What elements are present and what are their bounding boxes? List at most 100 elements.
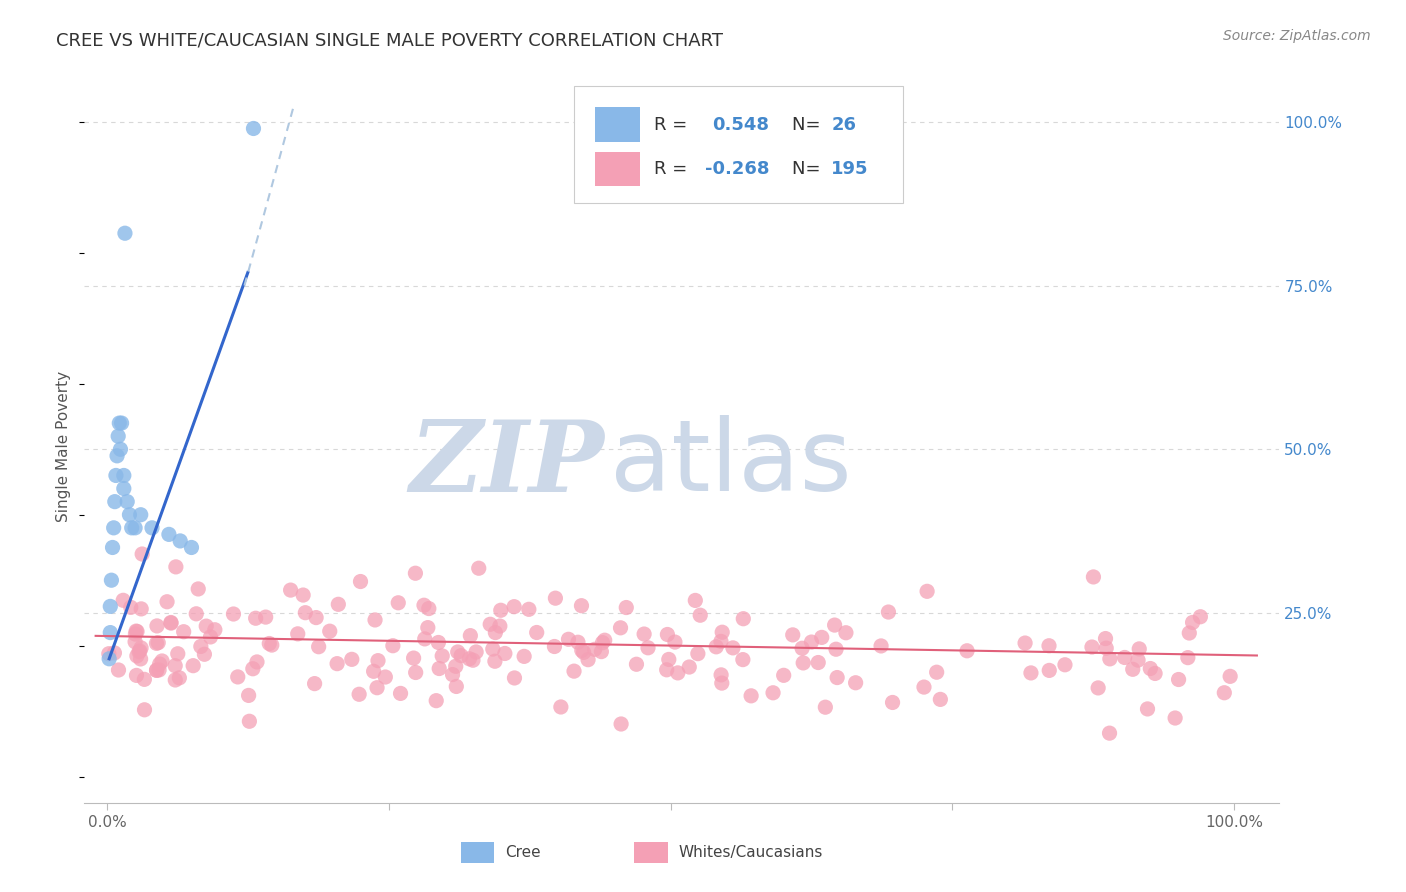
Point [340,652,363,666]
Point [1126,653,1149,667]
Point [112,468,135,483]
Point [1144,666,1167,681]
Point [513,649,536,664]
Point [882,696,904,710]
Point [166,647,188,661]
Point [609,621,631,635]
Point [1178,626,1201,640]
Point [131,547,153,561]
Point [242,662,264,676]
Point [562,664,585,678]
Point [488,619,510,633]
Point [658,652,681,666]
Point [129,508,152,522]
Point [1189,609,1212,624]
Point [425,694,447,708]
Point [160,616,183,631]
Point [107,429,129,443]
Point [427,635,450,649]
Point [157,527,180,541]
Point [98,625,121,640]
Point [1087,681,1109,695]
Text: R =: R = [654,160,693,178]
Point [112,593,135,607]
Point [593,633,616,648]
Bar [634,842,668,863]
Point [238,714,260,729]
Point [129,602,152,616]
Point [824,618,846,632]
Point [129,652,152,666]
Point [416,621,439,635]
Point [782,628,804,642]
Point [733,612,755,626]
Point [1014,636,1036,650]
Point [125,668,148,682]
Point [150,654,173,668]
Point [447,645,470,659]
Point [146,619,169,633]
Point [100,573,122,587]
Point [1219,669,1241,683]
Point [366,681,388,695]
Point [169,533,191,548]
Point [104,494,127,508]
Point [1114,650,1136,665]
Point [101,541,124,555]
Point [710,668,733,682]
Point [543,640,565,654]
Point [664,635,686,649]
Point [494,647,516,661]
Point [305,610,328,624]
Point [1038,664,1060,678]
Point [1053,657,1076,672]
FancyBboxPatch shape [575,86,903,203]
Point [460,629,482,643]
Point [1164,711,1187,725]
Point [772,668,794,682]
Point [107,663,129,677]
Point [731,652,754,666]
Point [226,670,249,684]
Point [404,566,426,581]
Point [557,632,579,647]
Point [503,671,526,685]
Text: Cree: Cree [505,846,541,860]
Point [657,627,679,641]
Point [319,624,342,639]
Point [110,416,132,430]
Point [413,632,436,646]
Point [929,692,952,706]
Point [363,665,385,679]
Point [104,468,127,483]
Point [427,661,450,675]
Point [689,608,711,623]
Point [1181,615,1204,630]
Point [1095,641,1118,656]
Point [124,521,146,535]
Point [110,442,132,457]
Point [287,627,309,641]
Point [364,613,387,627]
Point [347,687,370,701]
Point [374,670,396,684]
Point [326,657,349,671]
Point [956,644,979,658]
Point [134,673,156,687]
Point [98,599,121,614]
Point [441,667,464,681]
Point [186,607,208,621]
Point [710,676,733,690]
Point [98,652,121,666]
Point [583,642,606,657]
Point [190,640,212,654]
Point [149,657,172,671]
Point [1038,639,1060,653]
Point [592,635,614,649]
Point [468,561,491,575]
Point [97,647,120,661]
Point [105,449,128,463]
Text: 26: 26 [831,116,856,134]
Point [246,655,269,669]
Point [810,631,832,645]
